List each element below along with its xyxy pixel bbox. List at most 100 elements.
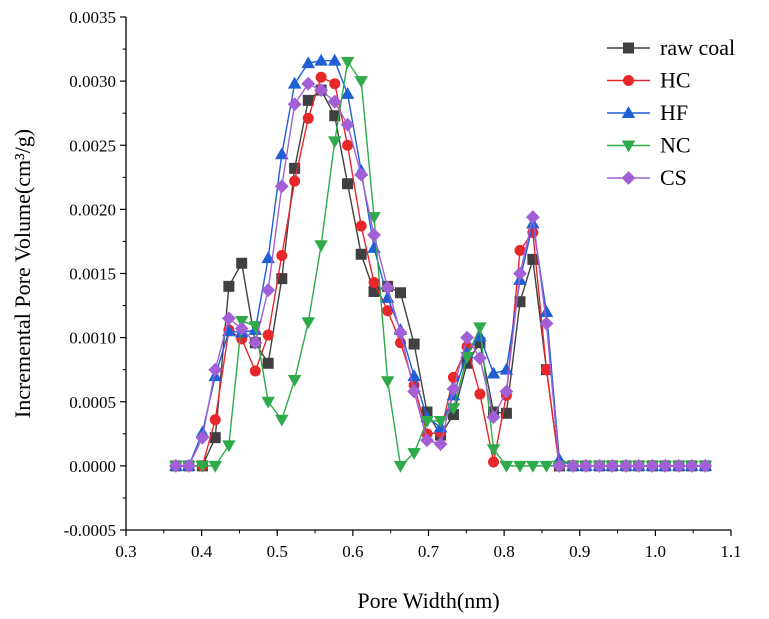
data-point bbox=[289, 175, 301, 187]
data-point bbox=[168, 458, 183, 473]
data-point bbox=[513, 460, 527, 473]
data-point bbox=[208, 362, 223, 377]
data-point bbox=[684, 458, 699, 473]
series-nc bbox=[169, 56, 713, 473]
data-point bbox=[275, 147, 289, 160]
data-point bbox=[514, 244, 526, 256]
data-point bbox=[261, 283, 276, 298]
data-point bbox=[287, 374, 302, 387]
data-point bbox=[618, 458, 633, 473]
data-point bbox=[513, 266, 527, 281]
data-point bbox=[552, 458, 567, 473]
series-group bbox=[168, 53, 713, 473]
data-point bbox=[488, 456, 500, 468]
data-point bbox=[340, 87, 355, 99]
data-point bbox=[315, 71, 327, 83]
y-axis-title: Incremental Pore Volume(cm³/g) bbox=[10, 129, 35, 418]
data-point bbox=[261, 396, 275, 409]
data-point bbox=[539, 305, 554, 317]
x-axis-title: Pore Width(nm) bbox=[357, 588, 499, 613]
data-point bbox=[275, 414, 289, 427]
data-point bbox=[340, 117, 355, 132]
y-tick-label: 0.0000 bbox=[69, 457, 116, 476]
y-tick-label: 0.0015 bbox=[69, 265, 116, 284]
data-point bbox=[327, 53, 342, 66]
data-point bbox=[539, 316, 554, 331]
x-tick-label: 0.3 bbox=[115, 542, 136, 561]
data-point bbox=[698, 458, 713, 473]
series-line bbox=[175, 76, 706, 467]
data-point bbox=[262, 329, 274, 341]
data-point bbox=[354, 167, 369, 182]
legend-entry: raw coal bbox=[607, 35, 735, 60]
data-point bbox=[486, 444, 501, 457]
data-point bbox=[566, 458, 580, 473]
data-point bbox=[539, 460, 554, 473]
data-point bbox=[248, 321, 263, 333]
legend-label: NC bbox=[660, 133, 691, 158]
data-point bbox=[671, 458, 686, 473]
x-tick-label: 1.0 bbox=[645, 542, 666, 561]
data-point bbox=[195, 430, 210, 445]
data-point bbox=[393, 460, 408, 473]
data-point bbox=[221, 311, 236, 326]
legend-label: HC bbox=[660, 68, 691, 93]
x-tick-label: 0.6 bbox=[342, 542, 363, 561]
y-tick-label: 0.0005 bbox=[69, 393, 116, 412]
series-line bbox=[175, 59, 706, 467]
data-point bbox=[327, 94, 342, 109]
data-point bbox=[592, 458, 607, 473]
data-point bbox=[460, 330, 474, 345]
data-point bbox=[329, 110, 341, 122]
data-point bbox=[195, 460, 210, 473]
data-point bbox=[289, 162, 301, 174]
data-point bbox=[605, 458, 620, 473]
legend-marker bbox=[622, 42, 634, 54]
data-point bbox=[433, 416, 448, 428]
x-tick-label: 0.7 bbox=[418, 542, 440, 561]
data-point bbox=[262, 357, 274, 369]
data-point bbox=[407, 384, 422, 399]
legend-label: HF bbox=[660, 100, 688, 125]
data-point bbox=[209, 414, 221, 426]
legend-marker bbox=[621, 171, 636, 185]
data-point bbox=[276, 250, 288, 262]
data-point bbox=[500, 407, 512, 419]
series-hc bbox=[170, 71, 711, 472]
data-point bbox=[314, 83, 329, 98]
data-point bbox=[367, 228, 381, 242]
data-point bbox=[395, 287, 407, 299]
legend-label: raw coal bbox=[660, 35, 735, 60]
data-point bbox=[355, 220, 367, 232]
x-tick-label: 0.9 bbox=[569, 542, 590, 561]
data-point bbox=[342, 178, 354, 190]
data-point bbox=[354, 76, 368, 88]
data-point bbox=[380, 280, 395, 295]
data-point bbox=[234, 321, 249, 336]
data-point bbox=[276, 273, 288, 285]
data-point bbox=[340, 56, 355, 69]
data-point bbox=[261, 251, 275, 264]
legend-entry: NC bbox=[607, 133, 691, 158]
data-point bbox=[287, 97, 302, 112]
legend: raw coal HC HF NC CS bbox=[607, 35, 735, 190]
data-point bbox=[408, 338, 420, 350]
legend-entry: CS bbox=[607, 165, 687, 190]
data-point bbox=[287, 76, 302, 89]
y-tick-label: 0.0020 bbox=[69, 200, 116, 219]
data-point bbox=[473, 351, 487, 366]
data-point bbox=[380, 376, 395, 389]
data-point bbox=[645, 458, 660, 473]
data-point bbox=[486, 410, 501, 425]
data-point bbox=[314, 53, 328, 66]
data-point bbox=[446, 403, 461, 416]
data-point bbox=[526, 460, 540, 473]
x-tick-label: 1.1 bbox=[720, 542, 741, 561]
data-point bbox=[301, 76, 316, 91]
data-point bbox=[274, 179, 289, 194]
series-line bbox=[175, 61, 706, 467]
data-point bbox=[631, 458, 646, 473]
data-point bbox=[301, 56, 316, 69]
y-tick-label: 0.0030 bbox=[69, 72, 116, 91]
